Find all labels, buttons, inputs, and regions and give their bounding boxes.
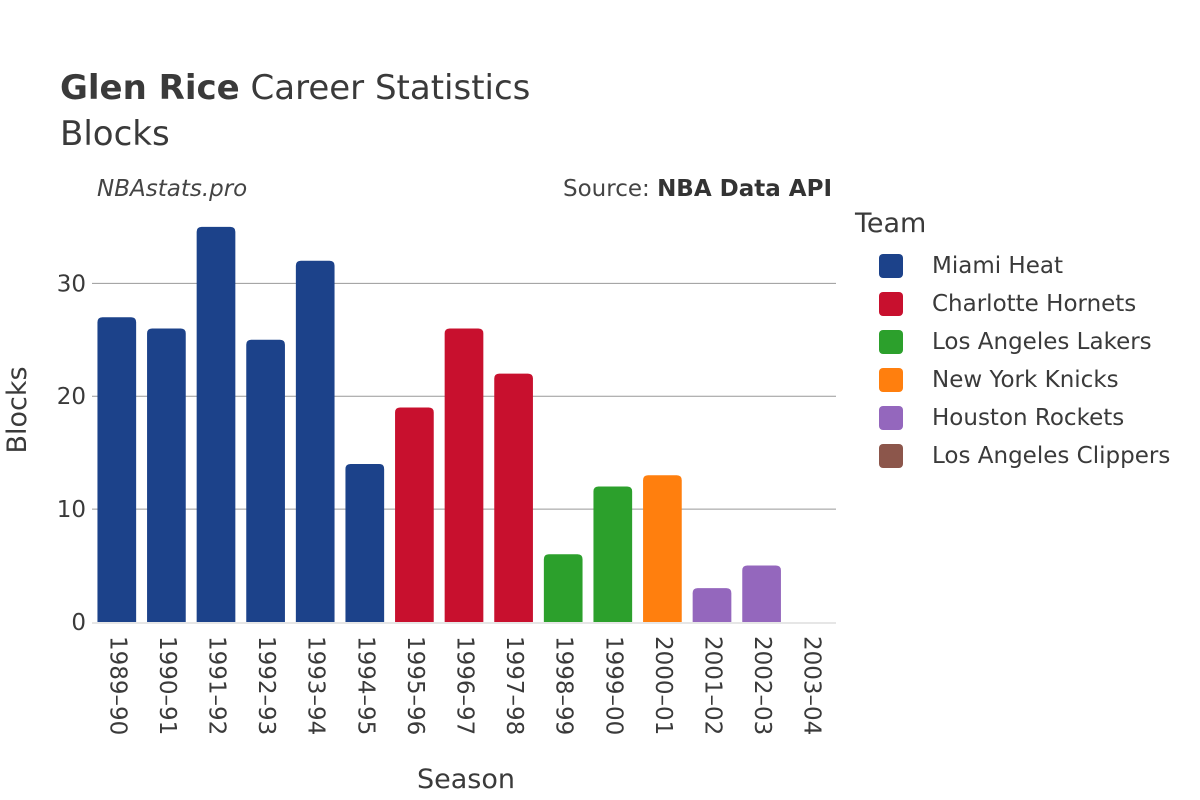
x-tick-label: 1992–93 — [253, 636, 279, 735]
legend-label: Miami Heat — [932, 253, 1063, 279]
source-credit: Source: NBA Data API — [563, 176, 832, 202]
x-axis-title: Season — [417, 764, 515, 795]
y-axis-title: Blocks — [2, 366, 33, 453]
player-name: Glen Rice — [60, 68, 240, 108]
site-credit: NBAstats.pro — [97, 176, 248, 202]
source-name: NBA Data API — [657, 176, 832, 202]
legend-item[interactable]: Los Angeles Clippers — [855, 437, 1170, 475]
legend-label: Los Angeles Lakers — [932, 329, 1152, 355]
y-tick-label: 10 — [57, 497, 86, 523]
x-tick-label: 1990–91 — [154, 636, 180, 735]
bar — [345, 463, 385, 622]
legend-swatch — [879, 254, 903, 278]
x-tick-label: 1997–98 — [501, 636, 527, 735]
y-tick-label: 30 — [57, 271, 86, 297]
legend-items: Miami Heat Charlotte Hornets Los Angeles L… — [855, 247, 1170, 475]
bar — [246, 339, 285, 622]
x-tick-label: 1998–99 — [551, 636, 577, 735]
y-tick-label: 0 — [71, 610, 86, 636]
x-tick-label: 1989–90 — [104, 636, 130, 735]
legend-swatch — [879, 330, 903, 354]
x-tick-label: 2002–03 — [749, 636, 775, 735]
bar — [444, 328, 484, 622]
bar — [643, 475, 682, 622]
legend: Team Miami Heat Charlotte Hornets Los Ange… — [855, 208, 1170, 475]
legend-swatch — [879, 444, 903, 468]
x-tick-label: 2001–02 — [700, 636, 726, 735]
x-tick-label: 1991–92 — [204, 636, 230, 735]
bar — [494, 373, 533, 622]
x-tick-label: 1999–00 — [600, 636, 626, 735]
legend-swatch — [879, 368, 903, 392]
legend-item[interactable]: Charlotte Hornets — [855, 285, 1170, 323]
bar — [395, 407, 434, 622]
x-tick-label: 1994–95 — [352, 636, 378, 735]
legend-label: Charlotte Hornets — [932, 291, 1137, 317]
chart-subtitle: Blocks — [60, 114, 170, 154]
legend-label: Los Angeles Clippers — [932, 443, 1171, 469]
legend-label: Houston Rockets — [932, 405, 1125, 431]
bar — [742, 565, 781, 622]
bar — [543, 554, 583, 622]
bar — [692, 588, 732, 622]
legend-item[interactable]: Houston Rockets — [855, 399, 1170, 437]
source-prefix: Source: — [563, 176, 658, 202]
bar — [196, 226, 236, 622]
bar — [593, 486, 633, 622]
bar — [147, 328, 186, 622]
legend-title: Team — [855, 208, 927, 239]
x-tick-label: 2000–01 — [650, 636, 676, 735]
legend-swatch — [879, 292, 903, 316]
x-tick-label: 1996–97 — [452, 636, 478, 735]
x-tick-label: 1995–96 — [402, 636, 428, 735]
bar — [97, 317, 137, 622]
bar — [295, 260, 335, 622]
legend-item[interactable]: New York Knicks — [855, 361, 1170, 399]
legend-label: New York Knicks — [932, 367, 1119, 393]
legend-item[interactable]: Los Angeles Lakers — [855, 323, 1170, 361]
legend-item[interactable]: Miami Heat — [855, 247, 1170, 285]
legend-swatch — [879, 406, 903, 430]
x-tick-label: 2003–04 — [799, 636, 825, 735]
x-tick-label: 1993–94 — [303, 636, 329, 735]
chart-title: Glen Rice Career Statistics — [60, 66, 530, 110]
y-tick-label: 20 — [57, 384, 86, 410]
title-rest: Career Statistics — [239, 68, 531, 108]
